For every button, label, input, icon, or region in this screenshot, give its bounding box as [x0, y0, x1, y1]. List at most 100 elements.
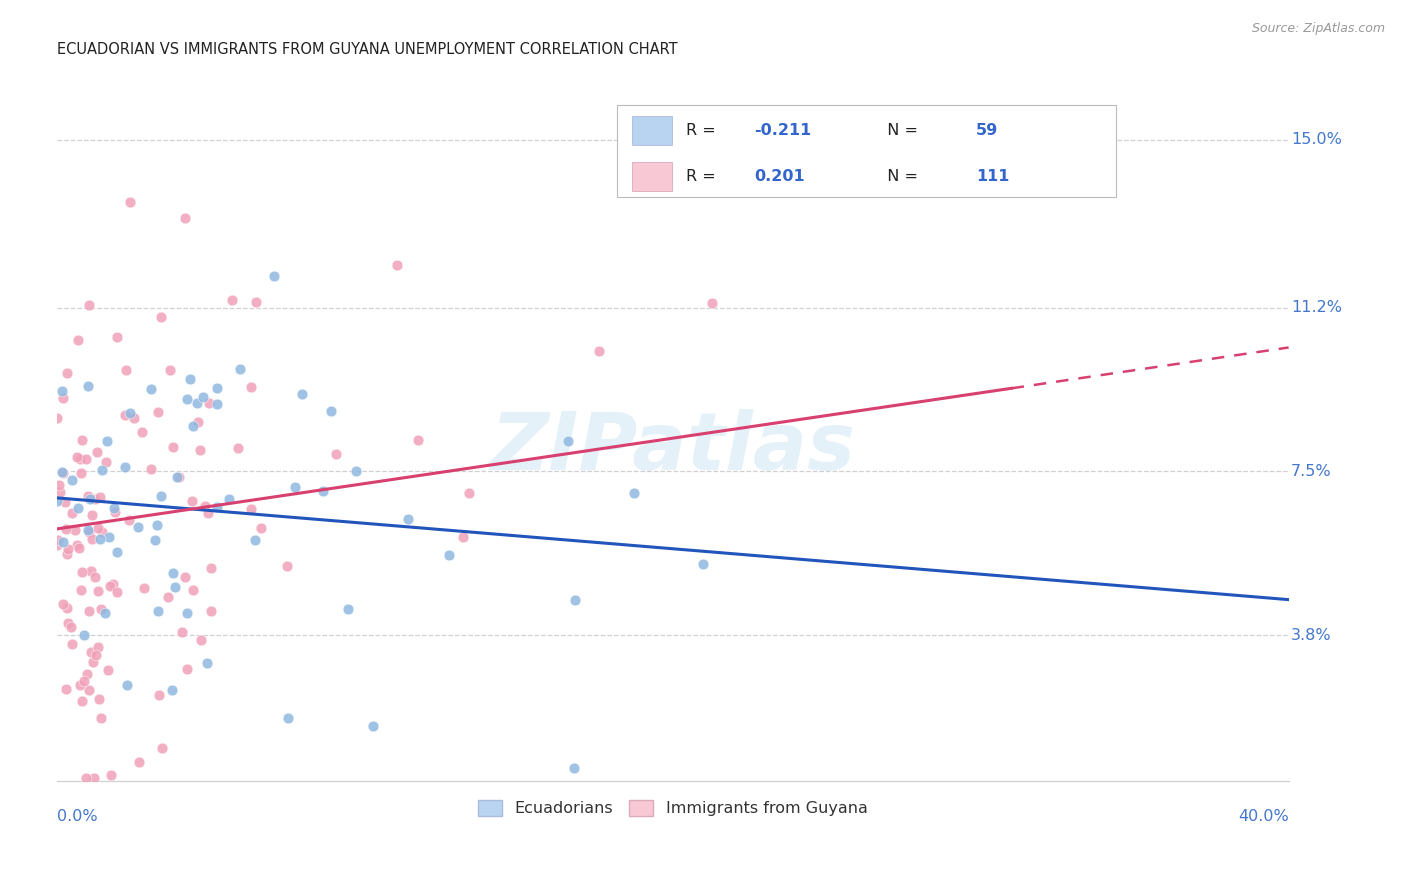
Point — [101, 576, 124, 591]
Point — [148, 689, 170, 703]
Point — [139, 461, 162, 475]
Point — [205, 500, 228, 515]
Point — [84, 648, 107, 662]
Point — [77, 524, 100, 539]
Point — [94, 455, 117, 469]
Point — [176, 662, 198, 676]
Point — [76, 666, 98, 681]
Point — [319, 403, 342, 417]
Point — [90, 602, 112, 616]
Point — [143, 533, 166, 547]
Point — [91, 524, 114, 539]
Point — [73, 628, 96, 642]
Point — [191, 390, 214, 404]
Point — [115, 363, 138, 377]
Point — [83, 772, 105, 786]
Point — [245, 295, 267, 310]
Point — [96, 434, 118, 449]
Point — [181, 583, 204, 598]
Point — [52, 535, 75, 549]
Point — [46, 533, 69, 547]
Point — [56, 615, 79, 630]
Point — [588, 344, 610, 359]
Point — [240, 502, 263, 516]
Text: 7.5%: 7.5% — [1291, 464, 1331, 479]
Point — [291, 387, 314, 401]
Text: Source: ZipAtlas.com: Source: ZipAtlas.com — [1251, 22, 1385, 36]
Point — [122, 410, 145, 425]
Point — [176, 392, 198, 406]
Point — [60, 620, 83, 634]
Point — [97, 663, 120, 677]
Point — [86, 445, 108, 459]
Point — [52, 392, 75, 406]
Point — [120, 194, 142, 209]
Point — [207, 381, 229, 395]
Point — [60, 474, 83, 488]
Point — [174, 569, 197, 583]
Point — [67, 500, 90, 515]
Text: ZIPatlas: ZIPatlas — [491, 409, 855, 487]
Point — [55, 600, 77, 615]
Point — [146, 604, 169, 618]
Point — [77, 298, 100, 312]
Point — [73, 674, 96, 689]
Point — [325, 447, 347, 461]
Point — [187, 416, 209, 430]
Point — [439, 548, 461, 562]
Point — [90, 463, 112, 477]
Point — [249, 521, 271, 535]
Text: ECUADORIAN VS IMMIGRANTS FROM GUYANA UNEMPLOYMENT CORRELATION CHART: ECUADORIAN VS IMMIGRANTS FROM GUYANA UNE… — [58, 42, 678, 57]
Point — [146, 404, 169, 418]
Point — [105, 545, 128, 559]
Point — [82, 532, 104, 546]
Point — [162, 566, 184, 581]
Text: 0.0%: 0.0% — [58, 809, 98, 824]
Point — [197, 506, 219, 520]
Point — [70, 433, 93, 447]
Legend: Ecuadorians, Immigrants from Guyana: Ecuadorians, Immigrants from Guyana — [471, 793, 875, 822]
Point — [90, 711, 112, 725]
Point — [149, 489, 172, 503]
Point — [77, 379, 100, 393]
Point — [146, 517, 169, 532]
Point — [162, 440, 184, 454]
Point — [80, 645, 103, 659]
Point — [166, 470, 188, 484]
Point — [277, 711, 299, 725]
Point — [118, 513, 141, 527]
Point — [105, 585, 128, 599]
Point — [100, 768, 122, 782]
Point — [337, 602, 360, 616]
Point — [692, 557, 714, 571]
Point — [167, 469, 190, 483]
Point — [458, 486, 481, 500]
Point — [128, 755, 150, 769]
Point — [66, 333, 89, 347]
Point — [562, 761, 585, 775]
Point — [98, 579, 121, 593]
Point — [53, 495, 76, 509]
Point — [623, 486, 645, 500]
Point — [557, 434, 579, 449]
Point — [77, 604, 100, 618]
Point — [176, 606, 198, 620]
Point — [82, 655, 104, 669]
Point — [120, 406, 142, 420]
Point — [104, 505, 127, 519]
Text: -0.211: -0.211 — [754, 123, 811, 138]
Point — [159, 363, 181, 377]
Point — [48, 485, 70, 500]
Point — [188, 442, 211, 457]
Point — [46, 410, 69, 425]
Point — [84, 491, 107, 506]
Point — [51, 384, 73, 399]
Point — [56, 367, 79, 381]
Point — [80, 564, 103, 578]
Point — [165, 580, 187, 594]
Point — [226, 441, 249, 455]
Point — [200, 561, 222, 575]
Point — [76, 489, 98, 503]
Text: 15.0%: 15.0% — [1291, 132, 1341, 147]
Point — [75, 771, 97, 785]
